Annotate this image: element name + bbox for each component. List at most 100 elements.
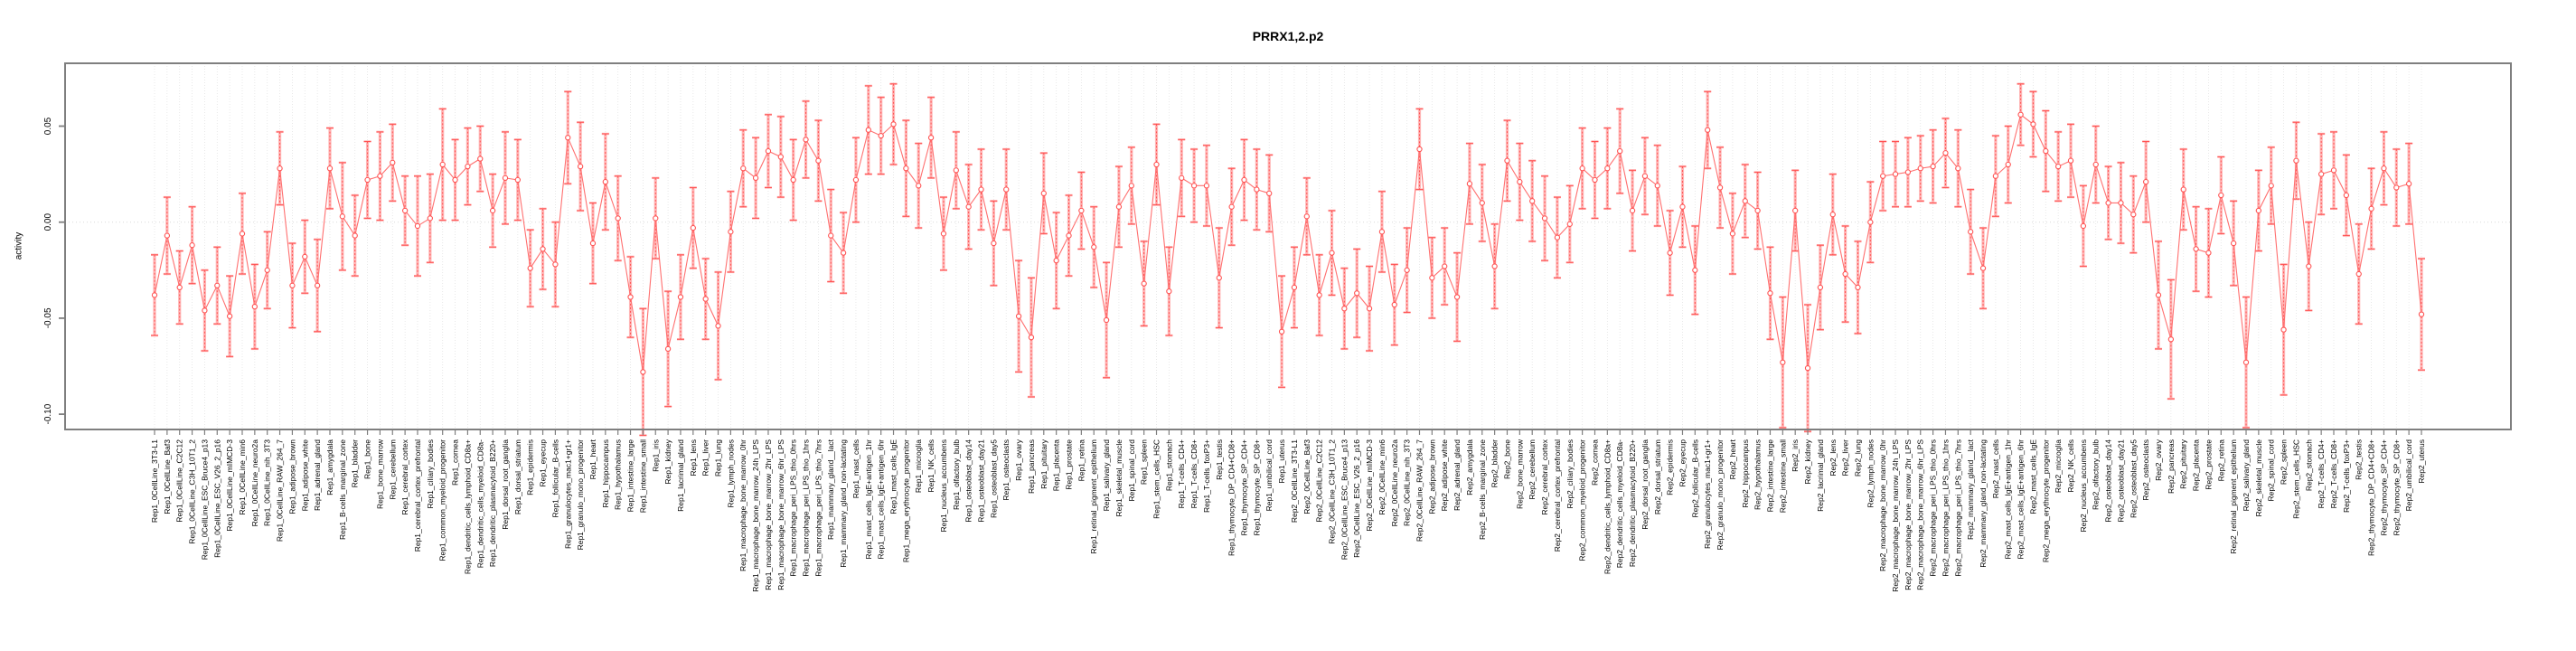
- x-tick-label: Rep1_T-cells_CD8+: [1189, 439, 1199, 508]
- x-tick-label: Rep1_0CellLine_RAW_264_7: [276, 439, 285, 542]
- data-point: [1517, 178, 1523, 185]
- data-point: [1366, 306, 1373, 312]
- data-point: [1190, 183, 1198, 189]
- x-tick-label: Rep2_osteoblast_day5: [2129, 439, 2138, 518]
- data-point: [1404, 267, 1410, 273]
- x-tick-label: Rep2_spleen: [2280, 439, 2289, 485]
- x-tick-label: Rep1_umbilical_cord: [1264, 439, 1274, 512]
- data-point: [2268, 183, 2274, 189]
- data-point: [1228, 203, 1235, 210]
- data-point: [2092, 161, 2099, 168]
- x-tick-label: Rep1_cerebral_cortex: [400, 439, 409, 514]
- x-tick-label: Rep1_thymocyte_SP_CD4+: [1240, 439, 1249, 536]
- x-tick-label: Rep2_retinal_pigment_epithelium: [2229, 439, 2238, 554]
- x-tick-label: Rep2_intestine_large: [1765, 439, 1774, 513]
- x-tick-label: Rep1_dendritic_cells_myeloid_CD8a-: [475, 439, 484, 568]
- x-tick-label: Rep2_eyecup: [1678, 439, 1687, 487]
- series-line: [154, 113, 2422, 373]
- x-tick-label: Rep2_0CellLine_C3H_10T1_2: [1327, 439, 1336, 544]
- x-tick-label: Rep1_0CellLine_mIMCD-3: [225, 439, 234, 532]
- data-point: [1579, 165, 1585, 172]
- data-point: [2017, 111, 2024, 118]
- data-point: [1166, 288, 1172, 295]
- data-point: [1479, 200, 1485, 206]
- data-point: [1667, 250, 1673, 256]
- data-point: [2381, 165, 2387, 172]
- x-tick-label: Rep2_lacrimal_gland: [1816, 439, 1825, 512]
- x-tick-label: Rep1_mast_cells_IgE+antigen_6hr: [877, 439, 886, 560]
- x-tick-label: Rep2_cerebellum: [1528, 439, 1537, 500]
- x-tick-label: Rep2_bone: [1502, 439, 1511, 479]
- data-point: [2242, 359, 2250, 365]
- data-point: [790, 176, 796, 184]
- data-point: [615, 215, 621, 222]
- x-tick-label: Rep1_adipose_white: [300, 439, 309, 512]
- x-tick-label: Rep1_hippocampus: [601, 439, 610, 508]
- data-point: [326, 165, 334, 172]
- data-point: [2405, 181, 2412, 187]
- data-point: [1767, 290, 1773, 297]
- data-point: [2355, 270, 2362, 278]
- x-tick-label: Rep2_adrenal_gland: [1453, 439, 1462, 511]
- data-point: [352, 232, 358, 239]
- data-point: [1679, 203, 1686, 210]
- x-tick-label: Rep2_macrophage_peri_LPS_thio_1hrs: [1941, 439, 1950, 577]
- data-point: [828, 232, 834, 239]
- data-point: [1504, 157, 1510, 164]
- y-axis: 0.05 0.00 -0.05 -0.10: [43, 117, 65, 424]
- data-point: [978, 186, 984, 193]
- x-tick-label: Rep2_lens: [1829, 439, 1838, 476]
- x-tick-label: Rep1_mast_cells_IgE+antigen_1hr: [864, 439, 873, 560]
- x-tick-label: Rep2_uterus: [2417, 439, 2426, 484]
- data-point: [540, 246, 546, 252]
- x-tick-label: Rep2_macrophage_bone_marrow_0hr: [1878, 439, 1887, 571]
- x-tick-label: Rep2_dorsal_root_ganglia: [1641, 439, 1650, 530]
- x-tick-label: Rep2_NK_cells: [2066, 439, 2075, 493]
- data-point: [239, 231, 246, 237]
- data-point: [589, 240, 597, 247]
- x-tick-label: Rep1_pituitary: [1039, 439, 1048, 489]
- chart-title: PRRX1,2.p2: [1252, 29, 1324, 43]
- x-tick-label: Rep2_hippocampus: [1741, 439, 1750, 508]
- data-point: [1078, 207, 1085, 214]
- data-point: [752, 175, 759, 181]
- x-tick-label: Rep2_mast_cells_IgE+antigen_1hr: [2004, 439, 2013, 560]
- x-tick-label: Rep2_osteoblast_day14: [2104, 439, 2113, 523]
- data-point: [865, 127, 871, 133]
- data-point: [2030, 121, 2036, 127]
- data-point: [1128, 183, 1134, 189]
- x-tick-label: Rep1_spinal_cord: [1127, 439, 1136, 502]
- data-point: [1604, 165, 1611, 172]
- x-tick-label: Rep1_0CellLine_neuro2a: [250, 439, 259, 527]
- data-point: [1141, 280, 1147, 287]
- y-tick-label: 0.05: [43, 117, 53, 135]
- x-tick-label: Rep2_salivary_gland: [2242, 439, 2251, 512]
- x-tick-label: Rep1_macrophage_peri_LPS_thio_0hrs: [789, 439, 798, 577]
- data-point: [2005, 161, 2011, 168]
- data-point: [390, 159, 396, 166]
- data-point: [377, 173, 383, 179]
- data-point: [2155, 292, 2162, 298]
- x-tick-label: Rep2_prostate: [2204, 439, 2213, 490]
- x-tick-label: Rep1_0CellLine_nih_3T3: [263, 439, 272, 526]
- data-point: [1529, 198, 1536, 204]
- data-point: [1842, 270, 1848, 278]
- x-tick-label: Rep1_0CellLine_ESC_Bruce4_p13: [200, 439, 209, 561]
- plot-border: [64, 62, 2512, 430]
- data-point: [514, 176, 521, 184]
- x-tick-label: Rep2_heart: [1728, 439, 1737, 479]
- x-tick-label: Rep1_microglia: [914, 439, 923, 493]
- data-point: [502, 175, 509, 181]
- x-tick-label: Rep1_intestine_small: [638, 439, 647, 513]
- x-tick-label: Rep1_T-cells_foxP3+: [1202, 439, 1211, 513]
- data-point: [314, 282, 321, 288]
- x-tick-label: Rep2_macrophage_peri_LPS_thio_7hrs: [1953, 439, 1962, 577]
- x-tick-label: Rep2_mast_cells_IgE: [2028, 439, 2037, 514]
- x-tick-label: Rep2_macrophage_peri_LPS_thio_0hrs: [1929, 439, 1938, 577]
- data-point: [1804, 364, 1811, 372]
- data-point: [202, 307, 208, 314]
- data-point: [815, 157, 822, 164]
- data-point: [452, 176, 458, 184]
- x-tick-label: Rep2_0CellLine_Baf3: [1302, 439, 1312, 514]
- data-point: [264, 267, 270, 273]
